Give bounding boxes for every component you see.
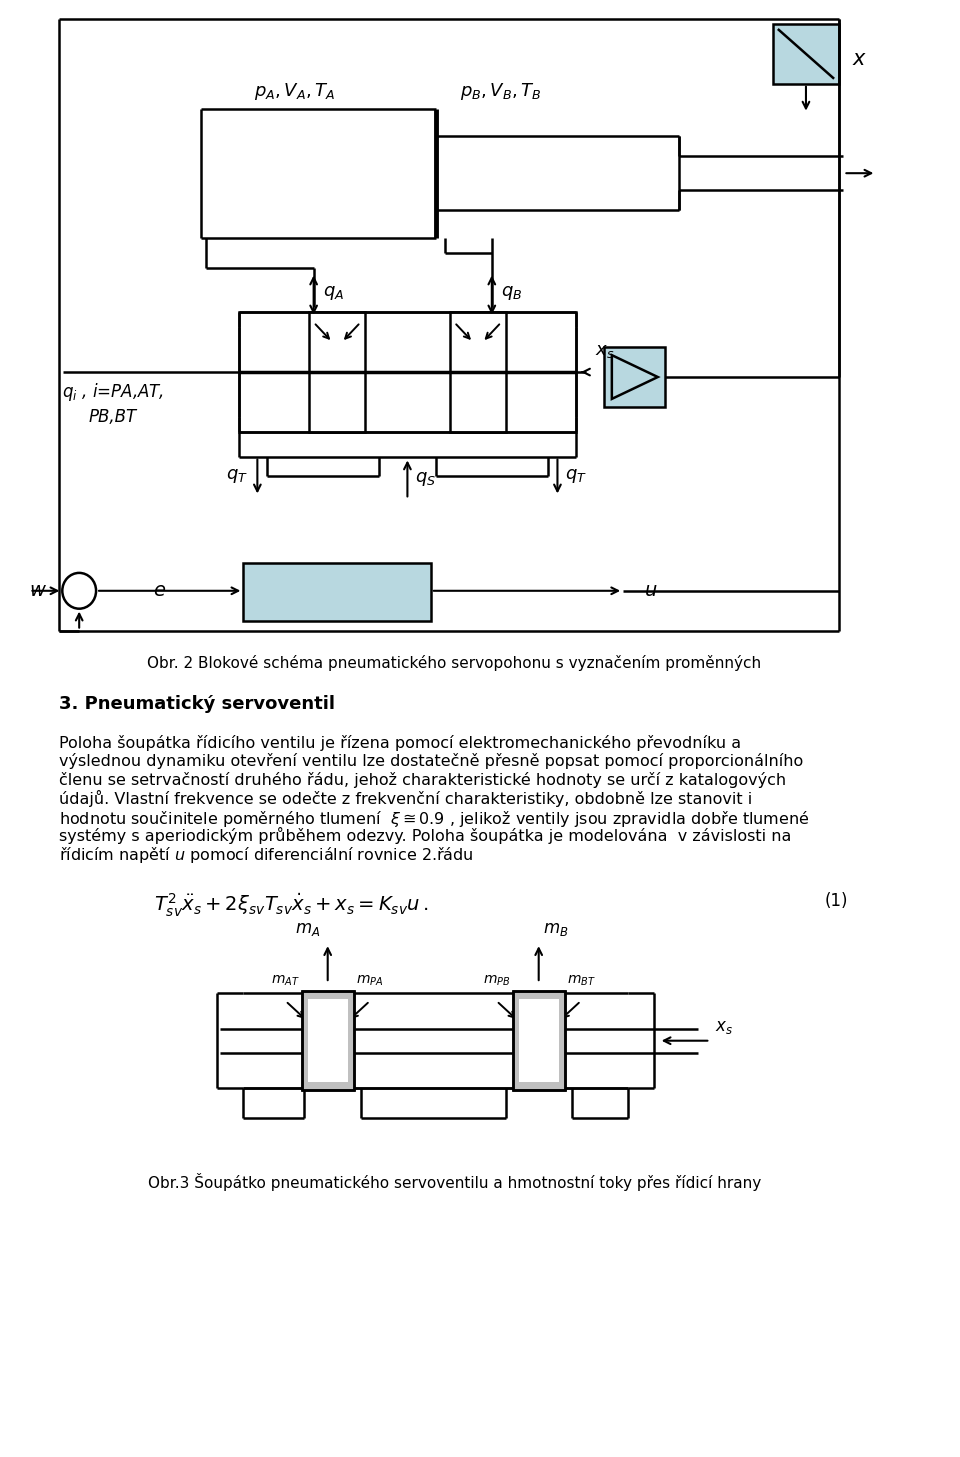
Text: systémy s aperiodickým průběhem odezvy. Poloha šoupátka je modelována  v závislo: systémy s aperiodickým průběhem odezvy. … [59, 828, 791, 844]
Bar [308, 1000, 348, 1083]
Text: $q_T$: $q_T$ [564, 468, 587, 485]
Text: $x_s$: $x_s$ [595, 342, 614, 360]
Bar [773, 25, 839, 83]
Bar [449, 312, 506, 431]
Text: $m_{PA}$: $m_{PA}$ [356, 973, 383, 988]
Text: $m_B$: $m_B$ [543, 921, 569, 938]
Text: výslednou dynamiku otevření ventilu lze dostatečně přesně popsat pomocí proporci: výslednou dynamiku otevření ventilu lze … [59, 753, 803, 769]
Text: (1): (1) [825, 892, 849, 909]
Circle shape [62, 573, 96, 609]
Bar [243, 562, 431, 621]
Text: $q_i$ , i=PA,AT,: $q_i$ , i=PA,AT, [62, 380, 164, 404]
Text: Obr. 2 Blokové schéma pneumatického servopohonu s vyznačením proměnných: Obr. 2 Blokové schéma pneumatického serv… [147, 656, 761, 672]
Bar [239, 312, 576, 431]
Text: řídicím napětí $u$ pomocí diferenciální rovnice 2.řádu: řídicím napětí $u$ pomocí diferenciální … [59, 845, 473, 865]
Bar [514, 991, 564, 1090]
Polygon shape [612, 356, 658, 399]
Text: Obr.3 Šoupátko pneumatického servoventilu a hmotnostní toky přes řídicí hrany: Obr.3 Šoupátko pneumatického servoventil… [148, 1173, 761, 1190]
Text: hodnotu součinitele poměrného tlumení  $\xi \cong 0.9$ , jelikož ventily jsou zp: hodnotu součinitele poměrného tlumení $\… [59, 809, 809, 829]
Text: $q_S$: $q_S$ [415, 471, 436, 488]
Text: $T_{sv}^2\ddot{x}_s + 2\xi_{sv}T_{sv}\dot{x}_s + x_s = K_{sv}u\,.$: $T_{sv}^2\ddot{x}_s + 2\xi_{sv}T_{sv}\do… [155, 892, 428, 919]
Text: Poloha šoupátka řídicího ventilu je řízena pomocí elektromechanického převodníku: Poloha šoupátka řídicího ventilu je říze… [59, 734, 741, 750]
Text: údajů. Vlastní frekvence se odečte z frekvenční charakteristiky, obdobně lze sta: údajů. Vlastní frekvence se odečte z fre… [59, 790, 752, 807]
Text: $x_s$: $x_s$ [715, 1018, 733, 1036]
Text: $p_A,V_A,T_A$: $p_A,V_A,T_A$ [254, 80, 335, 102]
Text: u: u [645, 581, 658, 600]
Bar [514, 991, 564, 1090]
Bar [302, 991, 354, 1090]
Bar [309, 312, 365, 431]
Text: 3. Pneumatický servoventil: 3. Pneumatický servoventil [59, 695, 334, 712]
Text: $m_{AT}$: $m_{AT}$ [271, 973, 300, 988]
Text: x: x [852, 50, 865, 68]
Text: $q_B$: $q_B$ [501, 284, 522, 302]
Text: PB,BT: PB,BT [88, 408, 136, 425]
Bar [519, 1000, 560, 1083]
Text: $q_A$: $q_A$ [323, 284, 345, 302]
Text: členu se setrvačností druhého řádu, jehož charakteristické hodnoty se určí z kat: členu se setrvačností druhého řádu, jeho… [59, 772, 785, 788]
Bar [302, 991, 354, 1090]
Text: w: w [29, 581, 45, 600]
Bar [605, 347, 665, 407]
Text: $m_A$: $m_A$ [295, 921, 321, 938]
Text: $q_T$: $q_T$ [226, 468, 248, 485]
Text: $m_{BT}$: $m_{BT}$ [566, 973, 595, 988]
Text: e: e [153, 581, 165, 600]
Text: $m_{PB}$: $m_{PB}$ [483, 973, 511, 988]
Text: $p_B,V_B,T_B$: $p_B,V_B,T_B$ [461, 80, 541, 102]
